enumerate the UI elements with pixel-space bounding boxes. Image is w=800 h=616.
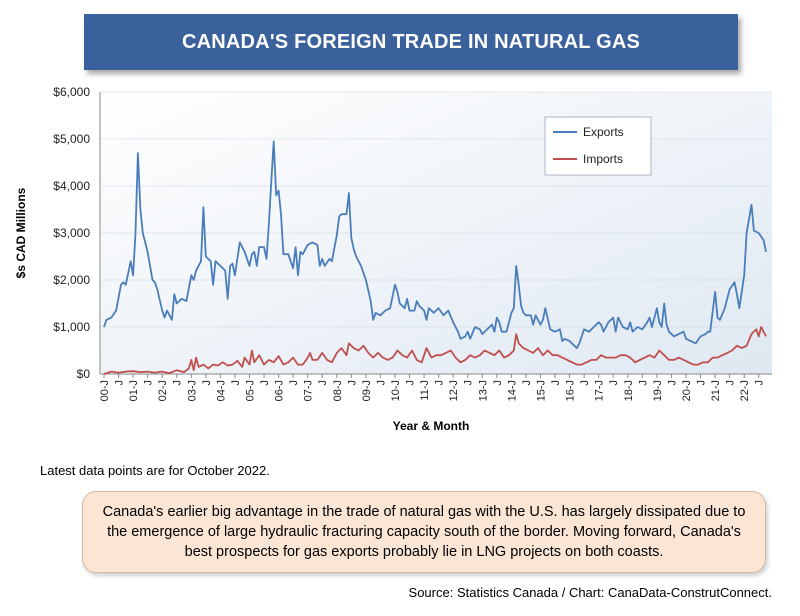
legend-box (544, 116, 652, 176)
x-tick-label: 16-J (565, 380, 577, 401)
x-tick-label: J (114, 380, 126, 386)
x-tick-label: J (172, 380, 184, 386)
x-tick-label: J (317, 380, 329, 386)
y-tick-label: $2,000 (53, 273, 90, 287)
x-tick-label: J (550, 380, 562, 386)
x-tick-label: J (143, 380, 155, 386)
trade-line-chart: $0 $1,000 $2,000 $3,000 $4,000 $5,000 $6,000 0… (14, 85, 772, 433)
chart-title: CANADA'S FOREIGN TRADE IN NATURAL GAS (181, 30, 641, 53)
x-tick-label: 01-J (128, 380, 140, 401)
x-tick-label: 12-J (448, 380, 460, 401)
legend-label: Exports (583, 125, 624, 139)
y-tick-label: $0 (77, 367, 91, 381)
x-tick-label: J (288, 380, 300, 386)
x-tick-label: 09-J (361, 380, 373, 401)
latest-data-note: Latest data points are for October 2022. (40, 463, 270, 478)
x-tick-label: J (608, 380, 620, 386)
x-tick-label: J (521, 380, 533, 386)
y-axis: $0 $1,000 $2,000 $3,000 $4,000 $5,000 $6,000 (53, 85, 101, 381)
x-tick-label: 20-J (681, 380, 693, 401)
chart-title-banner: CANADA'S FOREIGN TRADE IN NATURAL GAS (84, 14, 738, 70)
x-tick-label: J (434, 380, 446, 386)
series-lines (103, 140, 767, 375)
x-tick-label: 13-J (477, 380, 489, 401)
x-tick-label: J (201, 380, 213, 386)
x-axis-label: Year & Month (393, 419, 470, 433)
commentary-text: Canada's earlier big advantage in the tr… (102, 504, 746, 560)
x-tick-label: J (666, 380, 678, 386)
x-tick-label: 18-J (623, 380, 635, 401)
x-tick-label: 17-J (594, 380, 606, 401)
x-tick-label: 02-J (157, 380, 169, 401)
x-tick-label: 05-J (244, 380, 256, 401)
series-line-imports (103, 326, 767, 375)
x-tick-label: 06-J (274, 380, 286, 401)
legend-label: Imports (583, 152, 623, 166)
x-tick-label: 10-J (390, 380, 402, 401)
x-tick-label: J (259, 380, 271, 386)
series-line-exports (103, 140, 767, 349)
source-credit: Source: Statistics Canada / Chart: CanaD… (408, 585, 772, 600)
x-tick-label: 11-J (419, 380, 431, 401)
x-tick-label: J (375, 380, 387, 386)
x-tick-label: 15-J (535, 380, 547, 401)
x-tick-label: J (230, 380, 242, 386)
y-tick-label: $4,000 (53, 179, 90, 193)
x-tick-label: J (754, 380, 766, 386)
x-tick-label: J (637, 380, 649, 386)
y-tick-label: $1,000 (53, 320, 90, 334)
y-axis-label: $s CAD Millions (14, 187, 28, 278)
x-tick-label: J (725, 380, 737, 386)
y-tick-label: $3,000 (53, 226, 90, 240)
x-tick-label: J (579, 380, 591, 386)
x-tick-label: J (405, 380, 417, 386)
x-tick-label: 04-J (215, 380, 227, 401)
x-tick-label: 08-J (332, 380, 344, 401)
x-tick-label: 19-J (652, 380, 664, 401)
x-tick-label: 03-J (186, 380, 198, 401)
x-tick-label: J (492, 380, 504, 386)
x-tick-label: J (696, 380, 708, 386)
legend: Exports Imports (544, 116, 652, 176)
x-tick-label: J (346, 380, 358, 386)
x-tick-label: 14-J (506, 380, 518, 401)
x-tick-label: 22-J (739, 380, 751, 401)
y-tick-label: $5,000 (53, 132, 90, 146)
x-tick-label: 07-J (303, 380, 315, 401)
x-tick-label: 00-J (99, 380, 111, 401)
x-tick-label: 21-J (710, 380, 722, 401)
commentary-box: Canada's earlier big advantage in the tr… (82, 491, 766, 573)
y-tick-label: $6,000 (53, 85, 90, 99)
x-axis: 00-J J 01-J J 02-J J 03-J J 04-J J 05-J J 06-J J 07-J J… (99, 373, 772, 401)
x-tick-label: J (463, 380, 475, 386)
